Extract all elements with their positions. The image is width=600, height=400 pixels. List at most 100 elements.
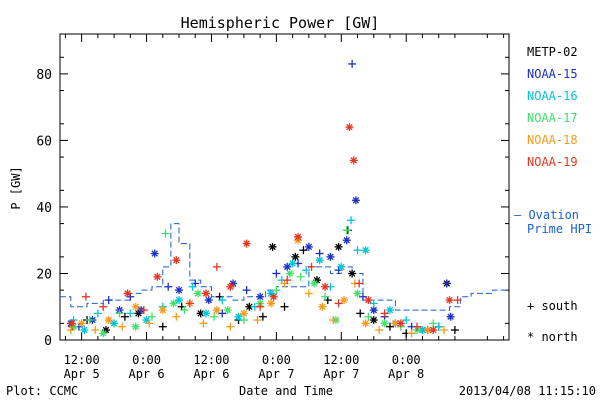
data-point-south (369, 299, 378, 308)
data-point-south (185, 299, 194, 308)
data-point-north (369, 316, 378, 325)
series-noaa-16 (69, 216, 443, 335)
data-point-south (355, 279, 364, 288)
marker-stroke (246, 303, 253, 310)
marker-stroke (68, 320, 76, 327)
x-tick-label-time: 0:00 (392, 353, 421, 367)
data-point-north (77, 319, 86, 328)
marker-stroke (240, 310, 248, 317)
data-point-north (429, 326, 438, 335)
marker-stroke (100, 330, 107, 337)
marker-stroke (348, 270, 356, 277)
marker-stroke (370, 306, 378, 314)
series-noaa-15 (66, 59, 455, 335)
data-point-south (272, 269, 281, 278)
marker-stroke (352, 197, 360, 204)
data-point-south (299, 246, 308, 255)
data-point-south (304, 289, 313, 298)
y-tick-label: 60 (36, 134, 52, 149)
marker-stroke (132, 303, 139, 310)
marker-stroke (105, 316, 112, 324)
data-point-north (80, 326, 89, 335)
data-point-south (93, 309, 102, 318)
data-point-south (161, 229, 170, 238)
legend-marker-south: + south (527, 299, 578, 313)
marker-stroke (370, 316, 378, 324)
data-point-north (318, 302, 327, 311)
marker-stroke (213, 306, 221, 314)
data-point-north (285, 269, 294, 278)
data-point-north (131, 302, 140, 311)
marker-stroke (289, 260, 296, 267)
data-point-south (434, 322, 443, 331)
data-point-south (218, 309, 227, 318)
series-noaa-18 (66, 236, 449, 338)
y-axis-label: P [GW] (9, 166, 23, 209)
data-point-north (242, 239, 251, 248)
data-point-north (349, 156, 358, 165)
marker-stroke (283, 263, 291, 271)
data-point-north (340, 296, 349, 305)
marker-stroke (424, 326, 432, 334)
marker-stroke (205, 296, 213, 304)
y-tick-label: 80 (36, 68, 52, 83)
data-point-south (302, 266, 311, 275)
data-point-north (334, 242, 343, 251)
marker-stroke (335, 243, 342, 251)
legend-entry: NOAA-17 (527, 111, 578, 125)
data-point-north (104, 316, 113, 325)
data-point-south (253, 316, 262, 325)
data-point-south (380, 309, 389, 318)
data-point-north (310, 279, 319, 288)
marker-stroke (354, 290, 361, 297)
marker-stroke (292, 253, 299, 261)
marker-stroke (294, 233, 302, 241)
legend-entry: NOAA-15 (527, 67, 578, 81)
data-point-north (304, 242, 313, 251)
data-point-north (202, 309, 211, 318)
data-point-south (145, 319, 154, 328)
marker-stroke (78, 320, 85, 327)
x-tick-label-date: Apr 8 (388, 367, 424, 381)
data-point-north (353, 289, 362, 298)
data-point-south (356, 309, 365, 318)
data-point-north (315, 256, 324, 265)
data-point-south (321, 292, 330, 301)
data-point-south (442, 279, 451, 288)
data-point-north (223, 306, 232, 315)
legend: – Ovation Prime HPI + south * north METP… (514, 45, 592, 344)
data-point-north (345, 123, 354, 132)
marker-stroke (267, 300, 275, 307)
data-point-north (361, 246, 370, 255)
chart-title: Hemispheric Power [GW] (181, 14, 380, 32)
data-point-south (180, 306, 189, 315)
data-point-south (283, 276, 292, 285)
data-point-south (307, 262, 316, 271)
marker-stroke (386, 306, 394, 314)
data-point-north (348, 269, 357, 278)
y-tick-label: 0 (44, 334, 52, 349)
data-point-south (353, 246, 362, 255)
data-point-south (296, 272, 305, 281)
data-point-north (175, 286, 184, 295)
marker-stroke (419, 326, 426, 334)
marker-stroke (381, 320, 388, 327)
marker-stroke (319, 303, 326, 310)
marker-stroke (269, 243, 276, 251)
marker-stroke (170, 300, 177, 307)
data-point-south (385, 322, 394, 331)
marker-stroke (338, 263, 345, 271)
data-point-south (212, 262, 221, 271)
marker-stroke (197, 310, 204, 317)
data-point-south (210, 312, 219, 321)
legend-entry: METP-02 (527, 45, 578, 59)
legend-entry: NOAA-16 (527, 89, 578, 103)
data-point-south (348, 59, 357, 68)
x-tick-label-date: Apr 7 (258, 367, 294, 381)
marker-stroke (154, 273, 161, 281)
data-point-north (169, 299, 178, 308)
legend-ovation-line1: – Ovation (514, 208, 579, 222)
marker-stroke (143, 316, 150, 324)
data-point-south (85, 316, 94, 325)
